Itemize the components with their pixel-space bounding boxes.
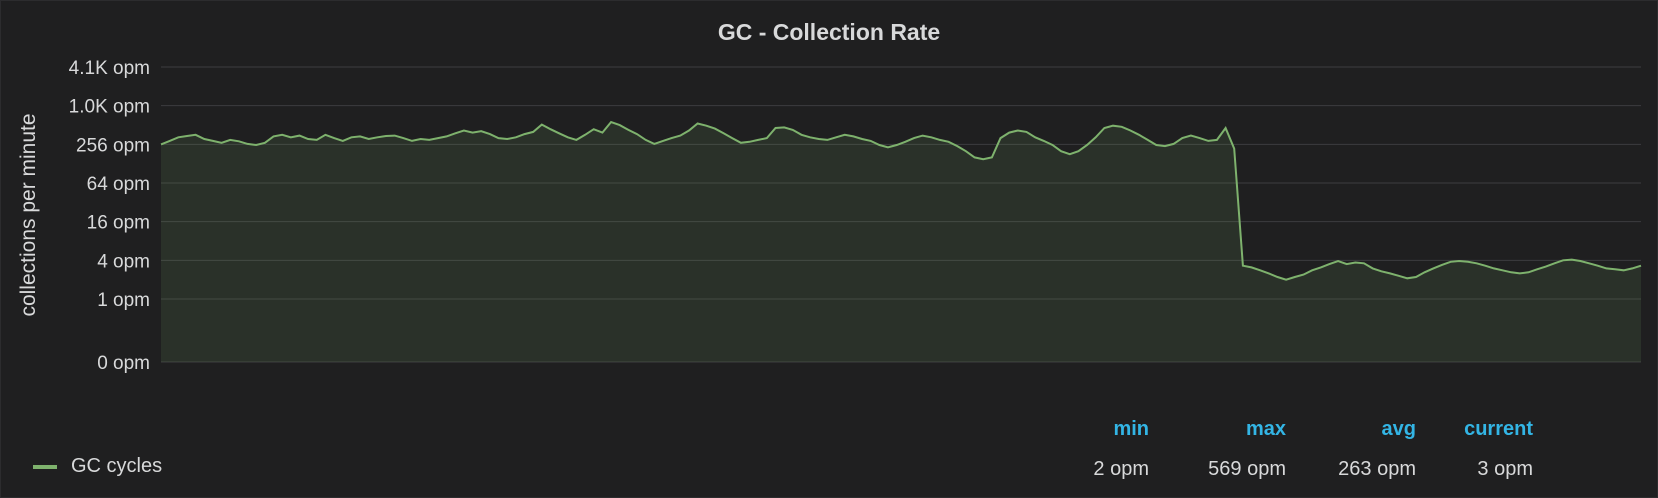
stat-column-min: min 2 opm bbox=[1053, 415, 1149, 483]
y-tick-label: 64 opm bbox=[87, 174, 150, 195]
chart-area[interactable]: 4.1K opm 1.0K opm 256 opm 64 opm 16 opm 4 opm… bbox=[1, 1, 1658, 401]
stat-value-avg: 263 opm bbox=[1338, 458, 1416, 480]
y-tick-label: 1.0K opm bbox=[69, 97, 150, 118]
stat-value-max: 569 opm bbox=[1208, 458, 1286, 480]
y-axis-title: collections per minute bbox=[17, 113, 40, 316]
y-tick-label: 4.1K opm bbox=[69, 58, 150, 79]
y-tick-label: 0 opm bbox=[97, 353, 150, 374]
stat-header-max[interactable]: max bbox=[1245, 418, 1286, 440]
legend-series-gc-cycles[interactable]: GC cycles bbox=[33, 455, 162, 478]
stat-value-min: 2 opm bbox=[1093, 458, 1149, 480]
y-tick-label: 1 opm bbox=[97, 290, 150, 311]
y-tick-label: 256 opm bbox=[76, 135, 150, 156]
stat-header-min[interactable]: min bbox=[1113, 418, 1149, 440]
stat-header-current[interactable]: current bbox=[1464, 418, 1533, 440]
series-line[interactable] bbox=[160, 120, 1642, 281]
stat-column-max: max 569 opm bbox=[1171, 415, 1286, 483]
panel-title[interactable]: GC - Collection Rate bbox=[717, 19, 941, 45]
stat-value-current: 3 opm bbox=[1477, 458, 1533, 480]
series-area bbox=[161, 122, 1641, 362]
stat-column-current: current 3 opm bbox=[1433, 415, 1533, 483]
legend-swatch bbox=[33, 464, 57, 469]
stat-header-avg[interactable]: avg bbox=[1381, 418, 1416, 440]
y-tick-label: 16 opm bbox=[87, 213, 150, 234]
legend: GC cycles min 2 opm max 569 opm avg 263 … bbox=[33, 415, 1623, 485]
stat-column-avg: avg 263 opm bbox=[1301, 415, 1416, 483]
legend-series-label: GC cycles bbox=[71, 455, 163, 477]
y-tick-label: 4 opm bbox=[97, 251, 150, 272]
